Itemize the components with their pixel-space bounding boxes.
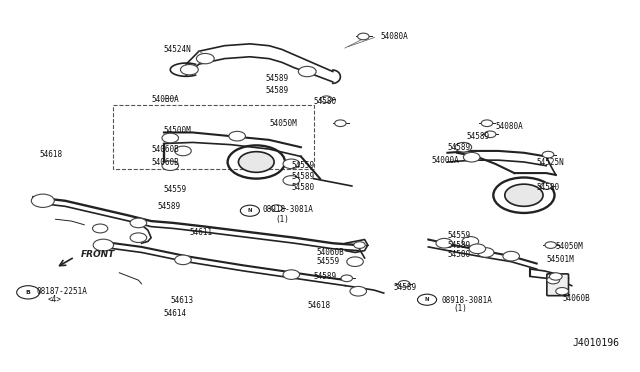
Circle shape xyxy=(175,146,191,156)
Text: 54589: 54589 xyxy=(291,172,314,181)
Text: 54080A: 54080A xyxy=(495,122,523,131)
Text: 54580: 54580 xyxy=(537,183,560,192)
Text: FRONT: FRONT xyxy=(81,250,115,259)
Text: 54613: 54613 xyxy=(170,296,193,305)
Circle shape xyxy=(175,255,191,264)
Circle shape xyxy=(31,194,54,208)
Circle shape xyxy=(547,276,559,284)
Circle shape xyxy=(335,120,346,126)
Text: 54580: 54580 xyxy=(314,97,337,106)
Text: N: N xyxy=(248,208,252,213)
Circle shape xyxy=(503,251,520,261)
Text: 54589: 54589 xyxy=(447,241,470,250)
Circle shape xyxy=(545,242,556,248)
Circle shape xyxy=(463,153,480,162)
Text: 54525N: 54525N xyxy=(537,157,564,167)
Text: 08187-2251A: 08187-2251A xyxy=(36,287,87,296)
Text: 54501M: 54501M xyxy=(546,255,574,264)
Text: 54589: 54589 xyxy=(314,272,337,281)
Circle shape xyxy=(283,159,300,169)
Text: 54589: 54589 xyxy=(447,143,470,152)
Circle shape xyxy=(130,233,147,243)
Text: 54614: 54614 xyxy=(164,309,187,318)
Circle shape xyxy=(196,54,214,64)
Circle shape xyxy=(283,176,300,185)
Circle shape xyxy=(180,64,198,75)
Circle shape xyxy=(162,133,179,143)
Text: 54060B: 54060B xyxy=(151,157,179,167)
Circle shape xyxy=(505,184,543,206)
Circle shape xyxy=(298,66,316,77)
Text: 54559: 54559 xyxy=(447,231,470,240)
Text: 54618: 54618 xyxy=(307,301,330,311)
Text: 54559: 54559 xyxy=(317,257,340,266)
Text: 08918-3081A: 08918-3081A xyxy=(262,205,314,215)
Text: 54618: 54618 xyxy=(40,150,63,159)
Text: 54060B: 54060B xyxy=(317,248,344,257)
Circle shape xyxy=(350,286,367,296)
Text: 54524N: 54524N xyxy=(164,45,191,54)
Circle shape xyxy=(462,237,479,246)
Circle shape xyxy=(354,242,365,248)
Circle shape xyxy=(358,33,369,40)
Text: 54580: 54580 xyxy=(291,183,314,192)
Text: 54000A: 54000A xyxy=(431,155,460,165)
Text: 54559: 54559 xyxy=(291,161,314,170)
Text: 54060B: 54060B xyxy=(562,294,590,303)
Text: 54050M: 54050M xyxy=(556,243,584,251)
Text: 54080A: 54080A xyxy=(381,32,408,41)
Text: 54589: 54589 xyxy=(394,283,417,292)
Text: 08918-3081A: 08918-3081A xyxy=(441,296,492,305)
Circle shape xyxy=(347,257,364,266)
Text: 54559: 54559 xyxy=(164,185,187,194)
Text: 54580: 54580 xyxy=(447,250,470,259)
Circle shape xyxy=(481,120,493,126)
Circle shape xyxy=(130,218,147,228)
Text: N: N xyxy=(425,297,429,302)
Text: 54589: 54589 xyxy=(266,86,289,94)
Circle shape xyxy=(455,142,472,152)
Text: B: B xyxy=(26,290,31,295)
Circle shape xyxy=(239,152,274,172)
FancyBboxPatch shape xyxy=(547,274,568,296)
Circle shape xyxy=(469,244,486,254)
Text: 54589: 54589 xyxy=(467,132,490,141)
Text: 54611: 54611 xyxy=(189,228,212,237)
Circle shape xyxy=(436,238,452,248)
Text: J4010196: J4010196 xyxy=(573,339,620,349)
Text: (1): (1) xyxy=(454,304,468,313)
Circle shape xyxy=(484,131,496,138)
Circle shape xyxy=(341,275,353,282)
Text: 54589: 54589 xyxy=(157,202,180,211)
Circle shape xyxy=(549,273,562,280)
Circle shape xyxy=(162,161,179,170)
Text: <4>: <4> xyxy=(47,295,61,304)
Text: 54060B: 54060B xyxy=(151,145,179,154)
Circle shape xyxy=(283,270,300,279)
Circle shape xyxy=(398,280,410,287)
Text: 54050M: 54050M xyxy=(269,119,297,128)
Circle shape xyxy=(477,248,494,257)
Circle shape xyxy=(321,96,332,103)
Text: 54500M: 54500M xyxy=(164,126,191,135)
Circle shape xyxy=(229,131,246,141)
Circle shape xyxy=(556,288,568,295)
Circle shape xyxy=(540,183,552,189)
Circle shape xyxy=(93,239,113,251)
Circle shape xyxy=(542,151,554,158)
Text: 540B0A: 540B0A xyxy=(151,95,179,104)
Circle shape xyxy=(93,224,108,233)
Text: (1): (1) xyxy=(275,215,289,224)
Text: 54589: 54589 xyxy=(266,74,289,83)
Circle shape xyxy=(271,205,282,211)
